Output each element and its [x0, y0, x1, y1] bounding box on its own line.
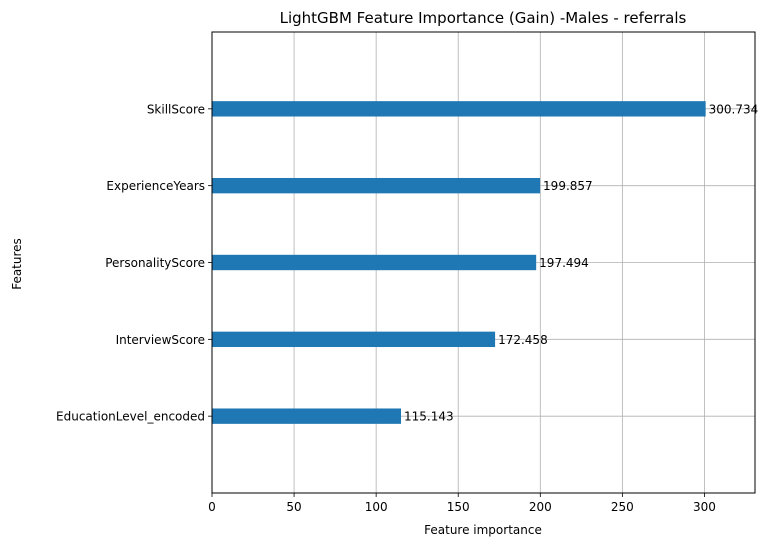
- data-labels: 115.143 172.458 197.494 199.857 300.734: [404, 102, 758, 423]
- x-axis-label: Feature importance: [424, 523, 542, 537]
- y-axis-label: Features: [10, 238, 24, 290]
- y-tick-label: EducationLevel_encoded: [56, 410, 205, 424]
- bar: [212, 177, 541, 194]
- bar: [212, 331, 496, 348]
- bar: [212, 254, 537, 271]
- bar-value-label: 300.734: [709, 102, 759, 116]
- bar: [212, 408, 402, 424]
- bars: [212, 101, 706, 424]
- x-tick-label: 100: [365, 500, 388, 514]
- y-axis-ticks: EducationLevel_encoded InterviewScore Pers…: [56, 102, 212, 424]
- x-tick-label: 300: [693, 500, 716, 514]
- bar-value-label: 199.857: [543, 179, 593, 193]
- y-tick-label: SkillScore: [147, 102, 205, 116]
- bar-value-label: 115.143: [404, 410, 454, 424]
- y-tick-label: PersonalityScore: [105, 256, 205, 270]
- x-axis-ticks: 0 50 100 150 200 250 300: [208, 493, 716, 514]
- x-tick-label: 250: [611, 500, 634, 514]
- y-tick-label: ExperienceYears: [106, 179, 205, 193]
- x-tick-label: 0: [208, 500, 216, 514]
- chart-title: LightGBM Feature Importance (Gain) -Male…: [280, 9, 687, 27]
- x-tick-label: 200: [529, 500, 552, 514]
- bar-value-label: 197.494: [539, 256, 589, 270]
- y-tick-label: InterviewScore: [116, 333, 205, 347]
- x-tick-label: 150: [447, 500, 470, 514]
- x-tick-label: 50: [286, 500, 301, 514]
- bar: [212, 101, 706, 117]
- bar-value-label: 172.458: [498, 333, 548, 347]
